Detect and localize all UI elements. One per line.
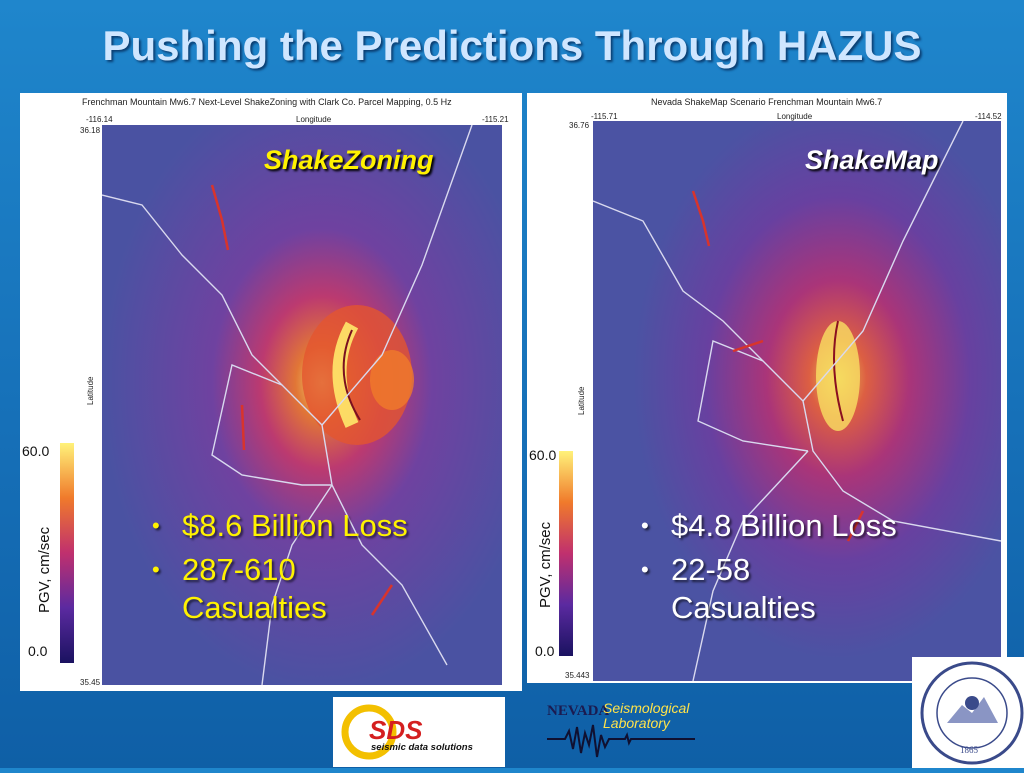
left-bullets: $8.6 Billion Loss 287-610 Casualties [146, 507, 408, 633]
laboratory-text: Laboratory [603, 715, 670, 731]
left-panel: Frenchman Mountain Mw6.7 Next-Level Shak… [20, 93, 522, 691]
nevada-text: NEVADA [547, 703, 610, 719]
seal-year: 1865 [960, 745, 978, 755]
right-lat-min: 35.443 [565, 671, 590, 680]
seal-icon [920, 661, 1024, 765]
sds-main-text: SDS [369, 715, 423, 745]
right-lat-label: Latitude [577, 386, 586, 415]
right-bullet-casualties: 22-58 Casualties [635, 551, 897, 627]
left-lon-label: Longitude [296, 115, 332, 124]
left-cb-bottom: 0.0 [28, 643, 48, 659]
left-panel-title: Frenchman Mountain Mw6.7 Next-Level Shak… [82, 97, 452, 107]
seismological-text: Seismological [603, 700, 690, 716]
right-lon-min: -115.71 [591, 112, 618, 121]
right-bullet-loss: $4.8 Billion Loss [635, 507, 897, 545]
right-panel-title: Nevada ShakeMap Scenario Frenchman Mount… [651, 97, 883, 107]
left-lon-min: -116.14 [86, 115, 113, 124]
shakezoning-map [102, 125, 502, 685]
left-lat-min: 35.45 [80, 678, 101, 687]
left-bullet-casualties: 287-610 Casualties [146, 551, 408, 627]
nevada-seismo-logo: NEVADA Seismological Laboratory [545, 697, 715, 763]
right-cb-bottom: 0.0 [535, 643, 555, 659]
right-cb-label: PGV, cm/sec [537, 521, 554, 608]
seismogram-icon [547, 724, 695, 758]
right-panel: Nevada ShakeMap Scenario Frenchman Mount… [527, 93, 1007, 683]
right-lon-label: Longitude [777, 112, 813, 121]
right-bullets: $4.8 Billion Loss 22-58 Casualties [635, 507, 897, 633]
left-colorbar [60, 443, 74, 663]
nevada-system-seal: 1865 [912, 657, 1024, 768]
right-colorbar [559, 451, 573, 656]
shakemap-label: ShakeMap [805, 145, 939, 175]
left-lon-max: -115.21 [482, 115, 509, 124]
slide-title: Pushing the Predictions Through HAZUS [102, 22, 922, 69]
left-cb-label: PGV, cm/sec [36, 526, 53, 613]
right-lon-max: -114.52 [975, 112, 1002, 121]
left-lat-label: Latitude [86, 376, 95, 405]
left-cb-top: 60.0 [22, 443, 50, 459]
left-lat-max: 36.18 [80, 126, 101, 135]
sds-ring-icon [341, 704, 397, 760]
shakezoning-label: ShakeZoning [264, 145, 434, 175]
sds-logo: SDS seismic data solutions [333, 697, 505, 767]
left-bullet-loss: $8.6 Billion Loss [146, 507, 408, 545]
right-lat-max: 36.76 [569, 121, 590, 130]
right-cb-top: 60.0 [529, 447, 557, 463]
sds-sub-text: seismic data solutions [371, 742, 473, 753]
